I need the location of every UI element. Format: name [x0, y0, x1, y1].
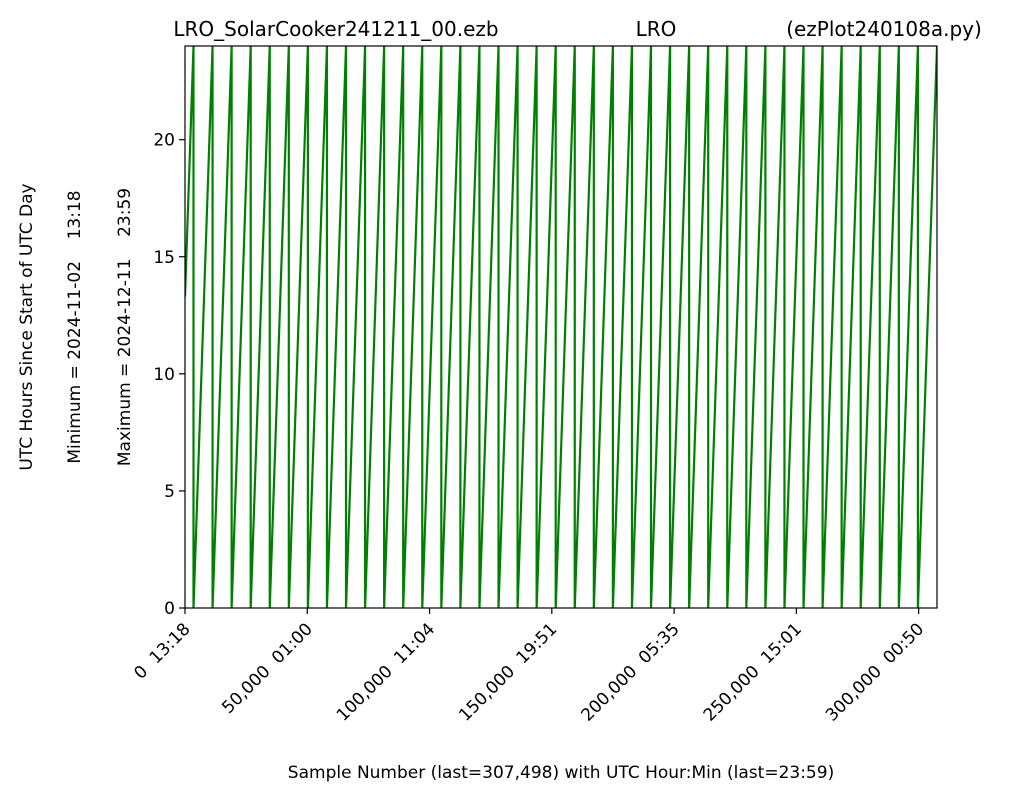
x-tick-label: 300,000 00:50	[822, 619, 928, 725]
x-tick-label: 150,000 19:51	[455, 619, 561, 725]
y-tick-label: 5	[164, 482, 175, 502]
x-tick-label: 250,000 15:01	[700, 619, 806, 725]
data-line	[185, 46, 937, 608]
x-tick-label: 0 13:18	[130, 619, 194, 683]
y-tick-label: 20	[153, 131, 175, 151]
y-tick-label: 15	[153, 248, 175, 268]
chart-title: LRO_SolarCooker241211_00.ezb	[173, 17, 498, 41]
y-tick-label: 10	[153, 365, 175, 385]
chart-title: LRO	[636, 17, 677, 41]
x-axis-label: Sample Number (last=307,498) with UTC Ho…	[288, 763, 834, 783]
chart-title: (ezPlot240108a.py)	[786, 17, 982, 41]
y-tick-label: 0	[164, 599, 175, 619]
plot-frame	[184, 45, 938, 609]
x-tick-label: 200,000 05:35	[578, 619, 684, 725]
y-axis-label: Minimum = 2024-11-02 13:18	[65, 190, 85, 463]
x-tick-label: 50,000 01:00	[218, 619, 316, 717]
y-axis-label: UTC Hours Since Start of UTC Day	[17, 183, 37, 470]
x-tick-label: 100,000 11:04	[333, 619, 439, 725]
y-axis-label: Maximum = 2024-12-11 23:59	[115, 188, 135, 466]
